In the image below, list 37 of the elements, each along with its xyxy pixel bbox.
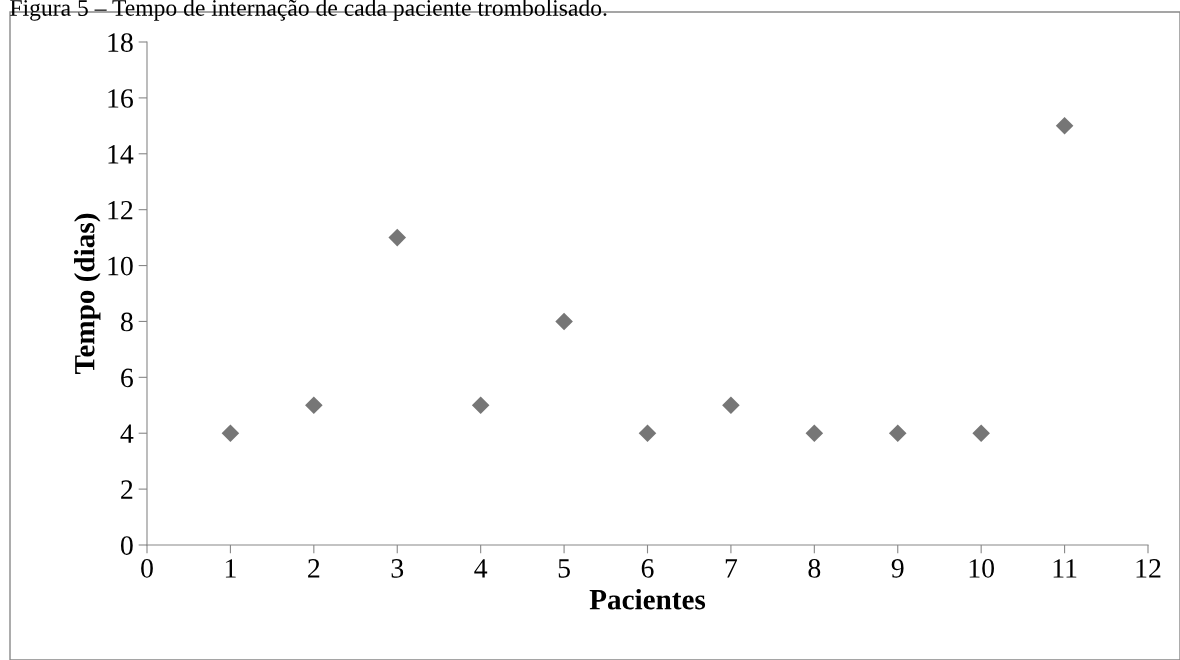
x-tick-label: 4 bbox=[474, 559, 488, 578]
y-tick-label: 18 bbox=[108, 33, 133, 52]
point bbox=[221, 424, 240, 443]
x-tick-label: 2 bbox=[308, 559, 320, 578]
x-tick-label: 11 bbox=[1053, 559, 1077, 578]
chart-title: Figura 5 – Tempo de internação de cada paciente trombolisado. bbox=[10, 0, 607, 21]
x-tick-label: 12 bbox=[1136, 559, 1161, 578]
y-tick-label: 0 bbox=[120, 536, 133, 555]
x-tick-label: 3 bbox=[391, 559, 404, 578]
x-tick-label: 6 bbox=[641, 559, 654, 578]
y-tick-label: 12 bbox=[108, 200, 133, 220]
x-tick-label: 0 bbox=[141, 559, 153, 578]
point bbox=[888, 424, 907, 443]
point bbox=[722, 396, 740, 415]
point bbox=[638, 424, 657, 443]
y-axis-title: Tempo (dias) bbox=[74, 213, 101, 374]
x-axis-title: Pacientes bbox=[589, 588, 706, 610]
y-tick-label: 16 bbox=[108, 89, 133, 108]
x-tick-label: 8 bbox=[808, 559, 821, 578]
point bbox=[305, 396, 323, 415]
x-tick-label: 9 bbox=[891, 559, 904, 578]
x-tick-label: 5 bbox=[558, 559, 570, 578]
y-tick-label: 2 bbox=[121, 480, 133, 499]
x-tick-label: 10 bbox=[969, 559, 994, 578]
y-tick-label: 8 bbox=[120, 312, 133, 332]
point bbox=[1055, 117, 1074, 135]
point bbox=[972, 424, 990, 443]
point bbox=[805, 424, 824, 443]
point bbox=[555, 312, 573, 331]
point bbox=[471, 396, 490, 415]
point bbox=[388, 228, 407, 247]
x-tick-label: 7 bbox=[725, 559, 738, 578]
y-tick-label: 4 bbox=[120, 424, 134, 443]
x-tick-label: 1 bbox=[225, 559, 236, 578]
y-tick-label: 6 bbox=[121, 368, 133, 388]
y-tick-label: 10 bbox=[108, 256, 133, 276]
y-tick-label: 14 bbox=[108, 145, 134, 164]
